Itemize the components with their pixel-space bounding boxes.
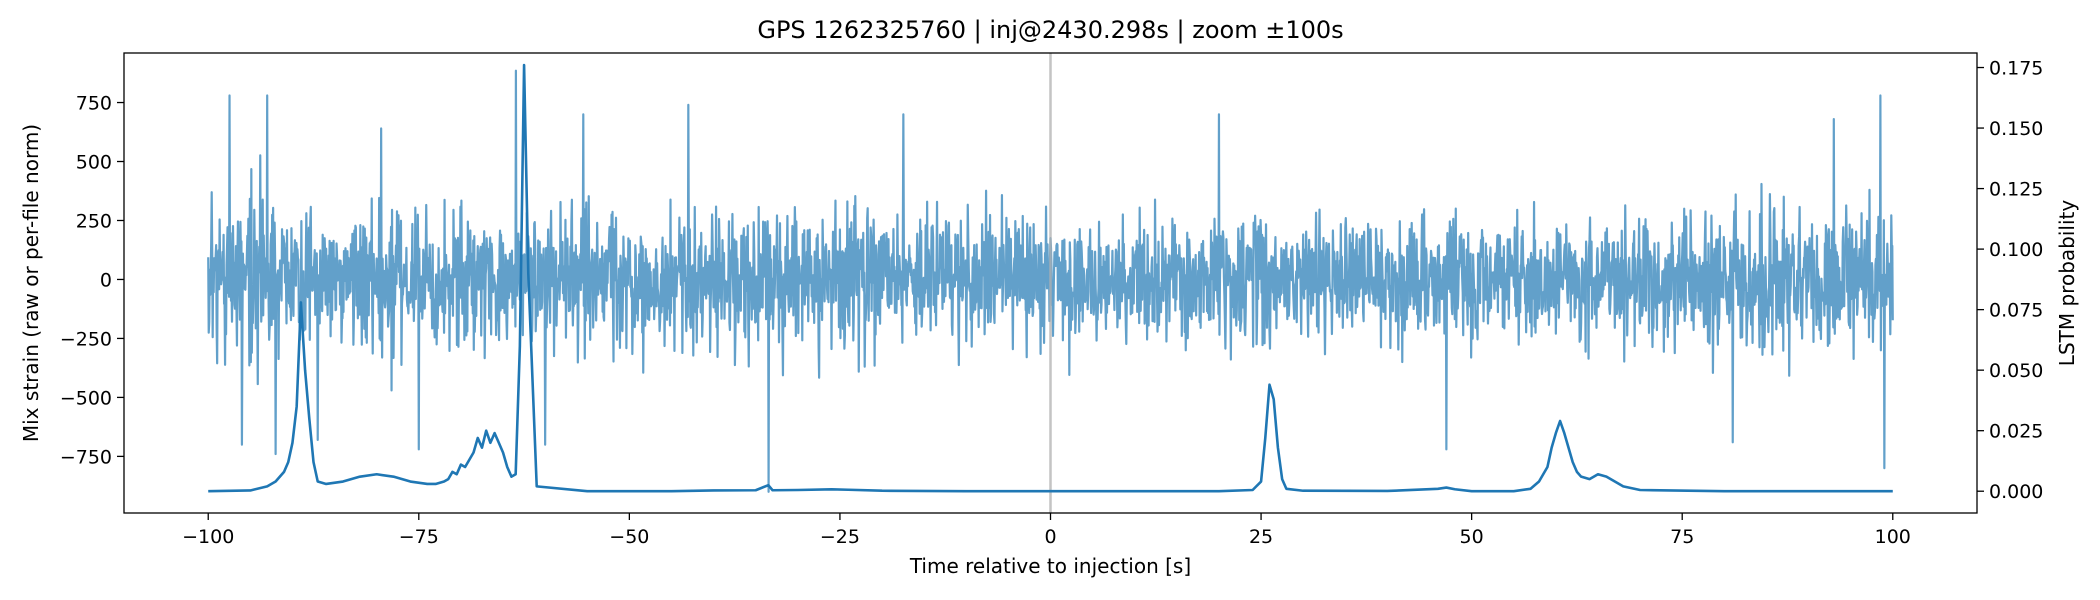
plot-series-group bbox=[207, 53, 1894, 513]
y-right-tick-label: 0.175 bbox=[1989, 58, 2043, 80]
y-axis-left-label: Mix strain (raw or per-file norm) bbox=[19, 124, 43, 442]
x-tick-label: 50 bbox=[1460, 526, 1484, 548]
y-right-tick-label: 0.100 bbox=[1989, 239, 2043, 261]
x-axis-label: Time relative to injection [s] bbox=[909, 554, 1191, 578]
y-right-tick-label: 0.150 bbox=[1989, 118, 2043, 140]
y-right-tick-label: 0.075 bbox=[1989, 300, 2043, 322]
y-left-tick-label: −500 bbox=[60, 387, 112, 409]
y-left-tick-label: −250 bbox=[60, 328, 112, 350]
y-axis-left: −750 −500 −250 0 250 500 750 bbox=[60, 93, 124, 468]
x-tick-label: 0 bbox=[1044, 526, 1056, 548]
x-tick-label: 25 bbox=[1249, 526, 1273, 548]
x-tick-label: −75 bbox=[399, 526, 439, 548]
x-tick-label: 100 bbox=[1875, 526, 1911, 548]
y-right-tick-label: 0.125 bbox=[1989, 179, 2043, 201]
y-right-tick-label: 0.000 bbox=[1989, 481, 2043, 503]
chart-title: GPS 1262325760 | inj@2430.298s | zoom ±1… bbox=[757, 16, 1343, 44]
y-axis-right-label: LSTM probability bbox=[2055, 200, 2079, 367]
y-left-tick-label: 250 bbox=[76, 210, 112, 232]
y-left-tick-label: 500 bbox=[76, 152, 112, 174]
y-right-tick-label: 0.025 bbox=[1989, 421, 2043, 443]
y-left-tick-label: 0 bbox=[100, 269, 112, 291]
x-tick-label: −50 bbox=[609, 526, 649, 548]
y-axis-right: 0.000 0.025 0.050 0.075 0.100 0.125 0.150 0.175 bbox=[1977, 58, 2043, 503]
x-tick-label: 75 bbox=[1670, 526, 1694, 548]
x-axis: −100 −75 −50 −25 0 25 50 75 100 bbox=[182, 513, 1911, 548]
plot-area bbox=[123, 52, 1978, 514]
y-left-tick-label: −750 bbox=[60, 446, 112, 468]
x-tick-label: −100 bbox=[182, 526, 234, 548]
y-left-tick-label: 750 bbox=[76, 93, 112, 115]
lstm-probability-line bbox=[208, 63, 1893, 493]
x-tick-label: −25 bbox=[820, 526, 860, 548]
y-right-tick-label: 0.050 bbox=[1989, 360, 2043, 382]
